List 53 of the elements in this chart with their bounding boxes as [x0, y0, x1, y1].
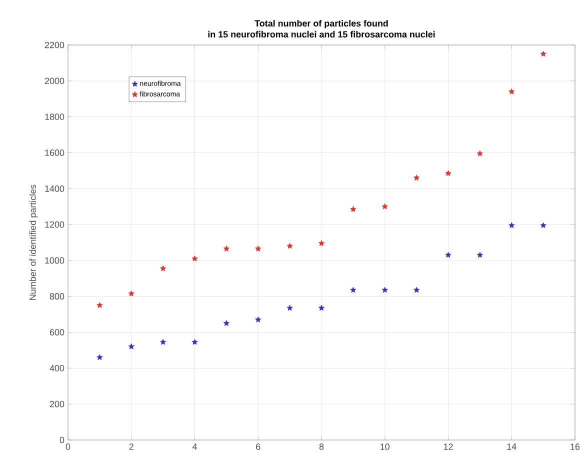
x-tick-label: 14: [507, 444, 516, 450]
point: [508, 222, 515, 228]
point: [414, 286, 420, 293]
point: [96, 354, 103, 360]
point: [128, 343, 134, 350]
x-tick-label: 8: [319, 444, 324, 450]
y-tick-label: 1800: [45, 114, 64, 120]
point: [223, 320, 230, 326]
point: [414, 174, 420, 180]
x-tick-label: 2: [129, 444, 134, 450]
point: [255, 316, 262, 322]
y-tick-label: 2000: [44, 78, 64, 84]
point: [192, 338, 198, 345]
x-tick-label: 6: [256, 444, 260, 450]
point: [318, 304, 325, 311]
point: [476, 252, 483, 258]
point: [223, 246, 230, 252]
point: [286, 242, 293, 249]
point: [160, 338, 166, 345]
point: [318, 240, 325, 246]
point: [128, 290, 134, 296]
x-tick-label: 0: [66, 444, 70, 450]
y-tick-label: 0: [60, 436, 64, 444]
x-tick-label: 4: [192, 444, 197, 450]
x-tick-label: 12: [444, 444, 453, 450]
point: [382, 203, 388, 210]
y-tick-label: 400: [50, 365, 64, 372]
point: [445, 170, 452, 176]
y-tick-label: 1400: [45, 185, 64, 192]
x-tick-label: 10: [380, 444, 390, 450]
point: [286, 304, 293, 311]
point: [192, 255, 198, 262]
point: [160, 265, 166, 272]
x-tick-label: 16: [570, 444, 580, 450]
y-tick-label: 800: [50, 293, 64, 300]
y-tick-label: 2200: [44, 42, 64, 48]
y-tick-label: 200: [50, 400, 64, 408]
y-tick-label: 600: [50, 329, 64, 336]
y-tick-label: 1000: [45, 257, 64, 264]
y-axis-title: Number of identified particles: [29, 184, 38, 300]
chart-title: Total number of particles found in 15 neurofibroma nuclei and 15 fibrosarcoma nuclei: [208, 20, 435, 38]
point: [96, 302, 103, 308]
point: [350, 286, 356, 293]
point: [508, 88, 515, 94]
point: [476, 150, 483, 156]
y-tick-label: 1600: [45, 150, 64, 156]
point: [540, 222, 546, 228]
point: [540, 50, 546, 57]
y-tick-label: 1200: [45, 221, 64, 228]
point: [445, 252, 452, 258]
point: [255, 246, 262, 252]
point: [382, 286, 388, 293]
point: [350, 206, 356, 212]
